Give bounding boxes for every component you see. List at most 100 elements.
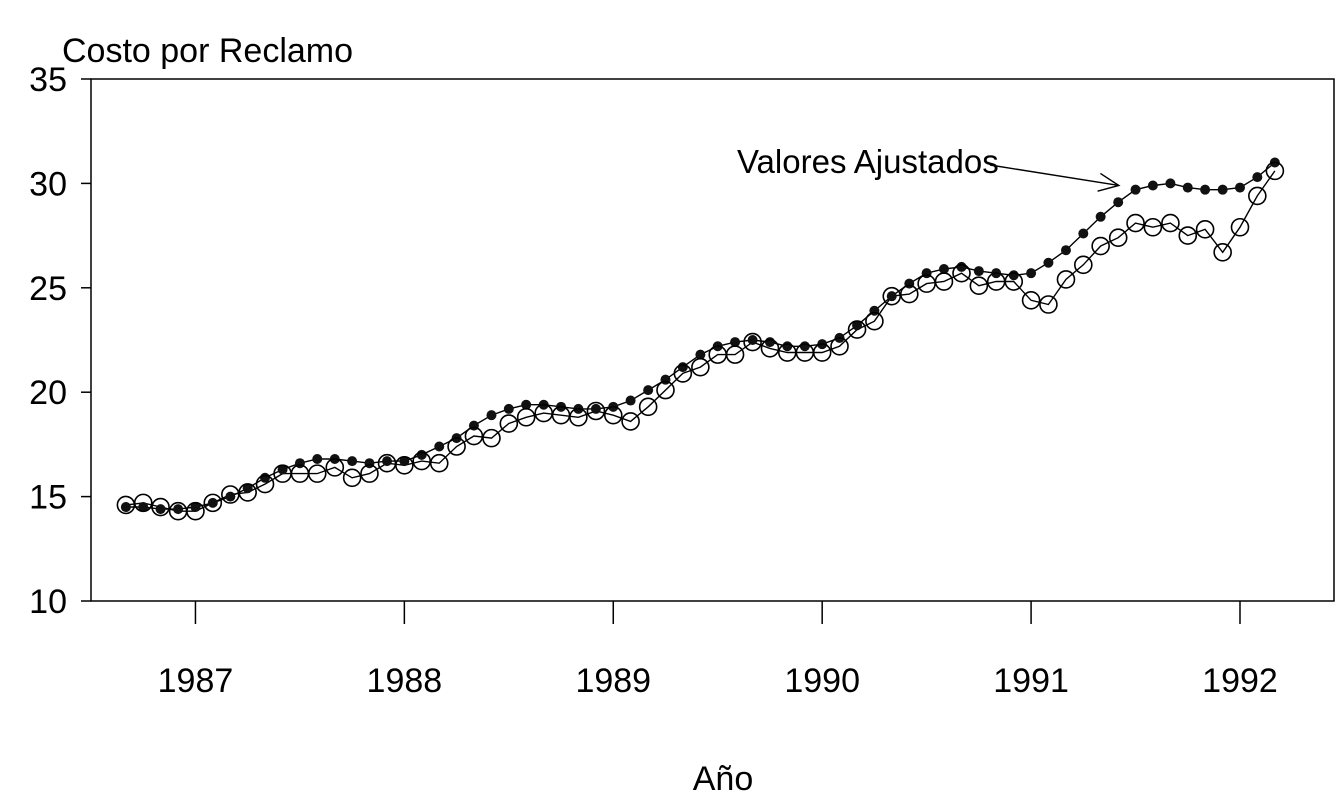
data-point-open xyxy=(395,455,414,475)
data-point-open xyxy=(656,380,675,400)
x-tick-label: 1987 xyxy=(158,662,234,700)
annotation-arrow-head xyxy=(1097,172,1121,192)
data-point-open xyxy=(1230,217,1250,237)
data-point-filled xyxy=(277,464,288,475)
data-point-filled xyxy=(225,491,236,502)
data-point-filled xyxy=(242,483,253,494)
data-point-filled xyxy=(590,403,601,414)
data-point-open xyxy=(1004,272,1024,291)
data-point-filled xyxy=(503,403,514,414)
data-point-filled xyxy=(1234,182,1245,193)
data-point-filled xyxy=(416,449,427,460)
x-tick-label: 1992 xyxy=(1202,662,1278,700)
data-point-open xyxy=(952,263,971,283)
annotation-arrow-line xyxy=(989,164,1119,187)
data-point-open xyxy=(360,464,379,483)
data-point-open xyxy=(586,401,606,421)
data-point-filled xyxy=(747,335,758,345)
series-line-2 xyxy=(125,170,1276,512)
data-point-open xyxy=(499,414,519,433)
data-point-open xyxy=(621,412,640,431)
data-point-open xyxy=(429,453,449,473)
data-point-open xyxy=(307,464,327,483)
data-point-open xyxy=(1021,291,1041,310)
y-tick-label: 20 xyxy=(29,374,67,412)
data-point-open xyxy=(934,272,954,291)
data-point-filled xyxy=(120,502,131,513)
x-tick-label: 1989 xyxy=(575,662,651,700)
data-point-open xyxy=(186,501,205,521)
data-point-open xyxy=(743,332,762,352)
data-point-filled xyxy=(782,341,793,352)
y-tick-label: 25 xyxy=(29,270,67,308)
data-point-open xyxy=(691,357,710,377)
data-point-filled xyxy=(730,337,741,348)
x-tick-label: 1990 xyxy=(784,662,860,700)
data-point-open xyxy=(1056,270,1076,289)
data-point-filled xyxy=(643,385,654,396)
data-point-open xyxy=(516,407,536,427)
annotation-label: Valores Ajustados xyxy=(737,143,999,180)
data-point-open xyxy=(1213,243,1232,262)
data-point-open xyxy=(638,397,658,417)
y-axis-title: Costo por Reclamo xyxy=(62,32,353,70)
data-point-filled xyxy=(260,472,271,483)
data-point-filled xyxy=(173,504,184,515)
data-point-filled xyxy=(677,362,688,373)
data-point-filled xyxy=(190,502,201,513)
data-point-open xyxy=(325,458,345,477)
data-point-filled xyxy=(1078,228,1089,239)
data-point-open xyxy=(1039,295,1058,314)
data-point-open xyxy=(1265,161,1285,181)
data-point-filled xyxy=(852,320,863,331)
data-point-filled xyxy=(312,454,323,465)
data-point-open xyxy=(203,493,223,513)
y-tick-label: 15 xyxy=(29,479,67,517)
plot-frame xyxy=(90,78,1335,602)
data-point-open xyxy=(969,276,989,296)
data-point-open xyxy=(133,493,153,513)
data-point-open xyxy=(1195,220,1215,239)
x-axis-title: Año xyxy=(693,760,754,798)
data-point-filled xyxy=(1026,268,1037,279)
data-point-open xyxy=(482,428,501,448)
data-point-filled xyxy=(138,502,149,513)
data-point-open xyxy=(447,437,466,456)
data-point-filled xyxy=(956,261,967,272)
data-point-open xyxy=(830,336,849,356)
data-point-open xyxy=(1248,186,1267,206)
data-point-open xyxy=(847,320,867,339)
data-point-open xyxy=(865,311,884,331)
x-tick-label: 1988 xyxy=(367,662,443,700)
data-point-open xyxy=(812,343,832,362)
data-point-open xyxy=(151,497,170,517)
data-point-filled xyxy=(973,266,984,277)
data-point-filled xyxy=(886,291,897,302)
data-point-filled xyxy=(938,264,949,275)
data-point-open xyxy=(1074,255,1093,275)
data-point-open xyxy=(1143,217,1163,237)
data-point-filled xyxy=(1217,184,1228,195)
data-point-open xyxy=(1161,213,1180,233)
data-point-filled xyxy=(486,410,497,421)
data-point-filled xyxy=(1113,197,1124,208)
data-point-filled xyxy=(799,341,810,352)
data-point-filled xyxy=(1008,270,1019,281)
data-point-open xyxy=(673,364,693,383)
data-point-filled xyxy=(434,441,445,452)
data-point-filled xyxy=(1182,182,1193,193)
data-point-filled xyxy=(695,349,706,360)
data-point-filled xyxy=(625,395,636,406)
y-tick-label: 35 xyxy=(29,61,67,99)
data-point-filled xyxy=(1130,184,1141,195)
data-point-open xyxy=(569,407,588,427)
data-point-open xyxy=(603,405,623,425)
data-point-open xyxy=(1126,213,1145,233)
data-point-filled xyxy=(1165,178,1176,189)
data-point-open xyxy=(725,345,745,364)
data-point-filled xyxy=(1095,211,1106,222)
data-point-filled xyxy=(521,399,532,410)
y-tick-label: 10 xyxy=(29,583,67,621)
